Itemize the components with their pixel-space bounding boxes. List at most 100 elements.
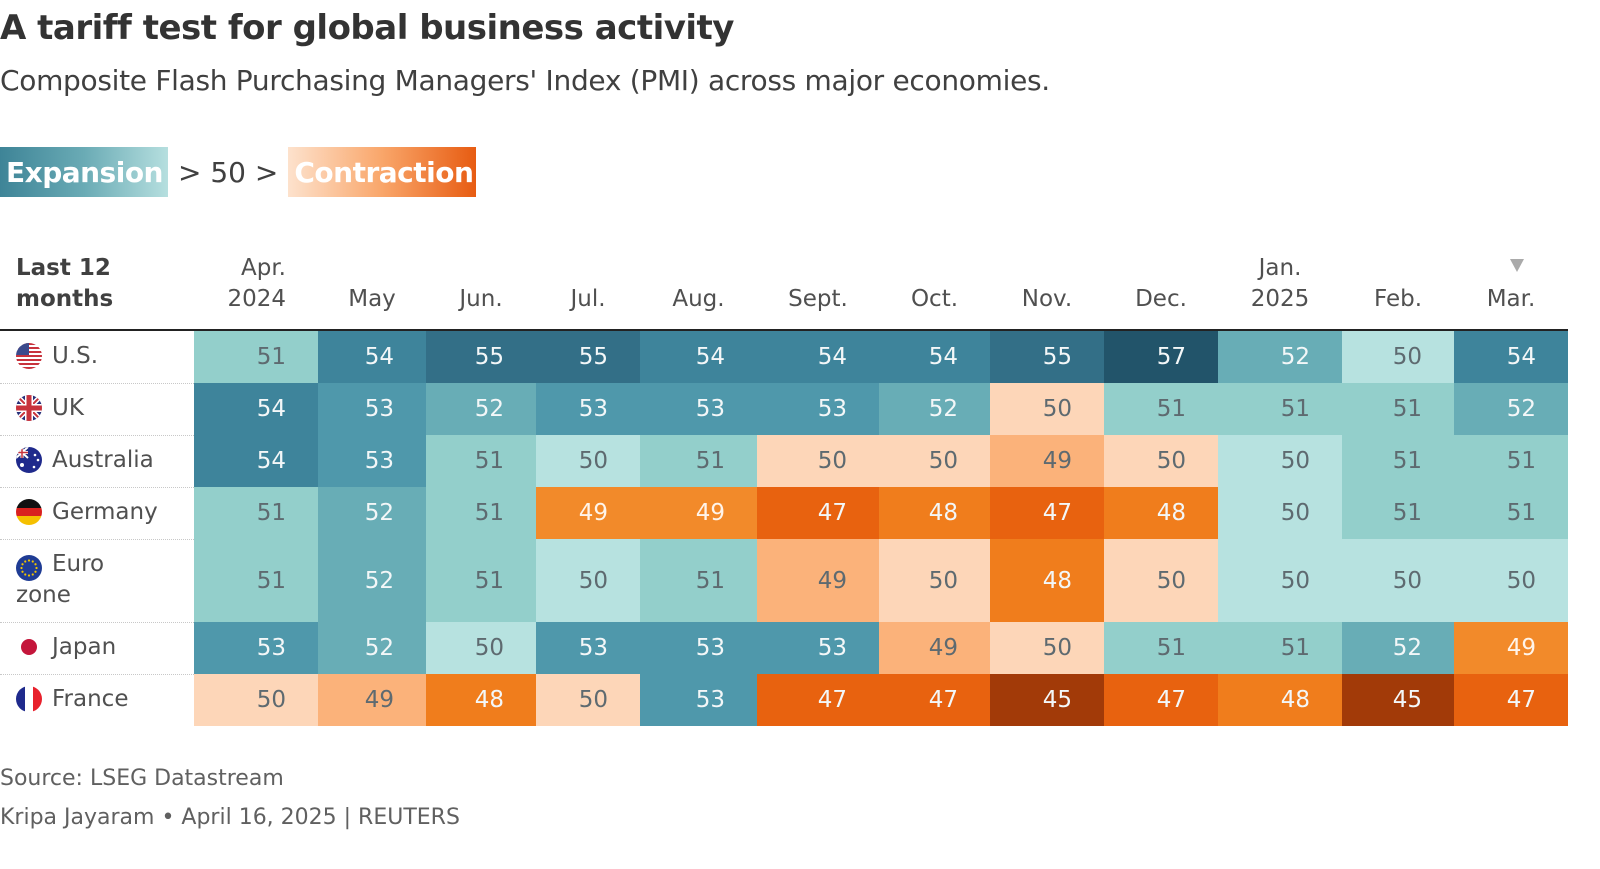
legend-threshold: > 50 > — [178, 155, 279, 189]
heatmap-cell: 50 — [536, 674, 640, 726]
heatmap-cell: 47 — [990, 487, 1104, 539]
heatmap-cell: 51 — [426, 487, 536, 539]
heatmap-cell: 45 — [990, 674, 1104, 726]
heatmap-cell: 51 — [1342, 383, 1454, 435]
heatmap-cell: 50 — [879, 435, 990, 487]
month-header-line1 — [1342, 253, 1454, 284]
month-header: Mar. — [1454, 253, 1568, 315]
heatmap-cell: 51 — [640, 435, 757, 487]
japan-flag-icon — [16, 634, 42, 660]
heatmap-cell: 52 — [879, 383, 990, 435]
australia-flag-icon — [16, 447, 42, 473]
france-flag-icon — [16, 686, 42, 712]
month-header: Dec. — [1104, 253, 1218, 315]
country-label: France — [0, 684, 194, 726]
row-header-line2: months — [16, 286, 114, 312]
heatmap-cell: 49 — [640, 487, 757, 539]
heatmap-cell: 47 — [1454, 674, 1568, 726]
credit-line: Kripa Jayaram • April 16, 2025 | REUTERS — [0, 805, 460, 830]
row-divider — [0, 674, 194, 675]
month-header-line1 — [879, 253, 990, 284]
country-label: UK — [0, 393, 194, 435]
heatmap-cell: 51 — [1104, 622, 1218, 674]
heatmap-cell: 50 — [194, 674, 318, 726]
month-header-line1 — [426, 253, 536, 284]
heatmap-cell: 48 — [990, 539, 1104, 622]
heatmap-cell: 53 — [318, 383, 426, 435]
heatmap-cell: 53 — [757, 622, 879, 674]
heatmap-cell: 54 — [194, 435, 318, 487]
legend-expansion: Expansion — [0, 147, 168, 197]
legend-contraction: Contraction — [288, 147, 477, 197]
heatmap-cell: 45 — [1342, 674, 1454, 726]
country-label: Euro zone — [0, 549, 194, 622]
month-header-line2: Jul. — [570, 286, 606, 312]
country-name: U.S. — [52, 343, 99, 369]
heatmap-cell: 51 — [1342, 487, 1454, 539]
country-name: Australia — [52, 447, 154, 473]
country-label: Australia — [0, 445, 194, 487]
us-flag-icon — [16, 343, 42, 369]
month-header-line1 — [536, 253, 640, 284]
heatmap-cell: 52 — [1218, 331, 1342, 383]
color-legend: Expansion > 50 > Contraction — [0, 147, 477, 197]
row-header-label: Last 12 months — [16, 253, 113, 315]
heatmap-cell: 51 — [1454, 487, 1568, 539]
heatmap-cell: 51 — [194, 487, 318, 539]
chart-subtitle: Composite Flash Purchasing Managers' Ind… — [0, 64, 1050, 97]
heatmap-cell: 54 — [1454, 331, 1568, 383]
heatmap-cell: 54 — [194, 383, 318, 435]
heatmap-cell: 48 — [426, 674, 536, 726]
uk-flag-icon — [16, 395, 42, 421]
month-header: Oct. — [879, 253, 990, 315]
germany-flag-icon — [16, 499, 42, 525]
heatmap-cell: 51 — [426, 435, 536, 487]
heatmap-cell: 48 — [1218, 674, 1342, 726]
heatmap-cell: 52 — [1342, 622, 1454, 674]
row-header-line1: Last 12 — [16, 255, 111, 281]
heatmap-cell: 50 — [1454, 539, 1568, 622]
month-header-line1 — [640, 253, 757, 284]
heatmap-cell: 47 — [757, 674, 879, 726]
heatmap-cell: 53 — [194, 622, 318, 674]
country-label: Germany — [0, 497, 194, 539]
heatmap-cell: 48 — [879, 487, 990, 539]
heatmap-cell: 50 — [426, 622, 536, 674]
heatmap-cell: 49 — [1454, 622, 1568, 674]
month-header-line1 — [1104, 253, 1218, 284]
heatmap-cell: 54 — [640, 331, 757, 383]
heatmap-cell: 51 — [426, 539, 536, 622]
heatmap-cell: 54 — [318, 331, 426, 383]
heatmap-cell: 51 — [640, 539, 757, 622]
heatmap-cell: 54 — [879, 331, 990, 383]
heatmap-cell: 49 — [318, 674, 426, 726]
heatmap-cell: 51 — [1218, 622, 1342, 674]
heatmap-cell: 52 — [1454, 383, 1568, 435]
month-header-line2: Mar. — [1486, 286, 1536, 312]
chart-title: A tariff test for global business activi… — [0, 8, 734, 48]
country-label: Japan — [0, 632, 194, 674]
heatmap-cell: 50 — [990, 383, 1104, 435]
month-header: Jan. 2025 — [1218, 253, 1342, 315]
heatmap-cell: 47 — [879, 674, 990, 726]
country-name: Germany — [52, 499, 158, 525]
heatmap-cell: 53 — [536, 622, 640, 674]
heatmap-cell: 48 — [1104, 487, 1218, 539]
month-header-line1 — [990, 253, 1104, 284]
month-header-line2: Jun. — [459, 286, 503, 312]
month-header: Feb. — [1342, 253, 1454, 315]
heatmap-cell: 50 — [1104, 435, 1218, 487]
heatmap-cell: 53 — [640, 622, 757, 674]
month-header: Nov. — [990, 253, 1104, 315]
heatmap-cell: 50 — [757, 435, 879, 487]
country-label: U.S. — [0, 341, 194, 383]
row-divider — [0, 622, 194, 623]
heatmap-cell: 47 — [1104, 674, 1218, 726]
heatmap-cell: 47 — [757, 487, 879, 539]
month-header: Sept. — [757, 253, 879, 315]
heatmap-cell: 52 — [426, 383, 536, 435]
month-header-line2: 2024 — [227, 286, 286, 312]
month-header-line2: Oct. — [910, 286, 959, 312]
month-header: Jul. — [536, 253, 640, 315]
heatmap-cell: 51 — [1454, 435, 1568, 487]
